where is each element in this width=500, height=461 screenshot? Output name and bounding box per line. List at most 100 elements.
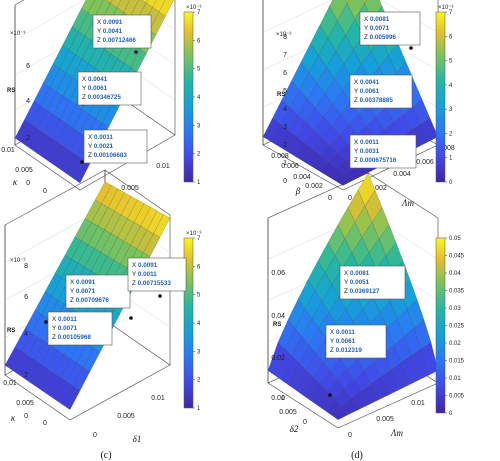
colorbar-tick-label: 0 — [449, 411, 453, 417]
datatip-y-value: 0.0061 — [88, 85, 108, 92]
colorbar-tick-label: 6 — [197, 38, 201, 44]
datatip-row: Y 0.0071 — [52, 325, 78, 332]
x-tick-label: 0.005 — [121, 185, 139, 192]
datatip-z-value: 0.00378885 — [360, 97, 394, 104]
surface-patch — [346, 0, 365, 20]
datatip-z-value: 0.00712466 — [103, 37, 137, 44]
datatip-key: Z — [82, 94, 88, 101]
z-tick-label: 6 — [24, 294, 28, 301]
colorbar-tick-label: 4 — [197, 321, 201, 327]
datatip-key: Y — [364, 25, 370, 32]
datatip-marker — [134, 50, 138, 54]
datatip-y-value: 0.0041 — [103, 28, 123, 35]
datatip-key: Z — [132, 280, 138, 287]
datatip-row: X 0.0091 — [70, 279, 96, 286]
y-tick-label: 0.005 — [279, 409, 297, 416]
datatip-key: X — [82, 76, 88, 83]
datatip: X 0.0091 Y 0.0011 Z 0.00715533 — [127, 257, 187, 298]
datatip-x-value: 0.0011 — [336, 329, 355, 336]
y-tick-label: 0.005 — [16, 400, 34, 407]
datatip-key: X — [344, 270, 350, 277]
colorbar-exponent: ×10⁻³ — [186, 231, 201, 237]
z-tick-label: 2 — [26, 135, 30, 142]
datatip-box — [92, 14, 152, 49]
colorbar-tick-label: 2 — [449, 131, 453, 137]
datatip-box — [77, 71, 142, 106]
datatip-key: Y — [330, 338, 336, 345]
y-tick-label: 0 — [43, 420, 47, 427]
x-tick-label: 0.002 — [369, 185, 387, 192]
datatip-row: X 0.0091 — [97, 19, 123, 26]
z-axis-label: RS — [277, 92, 285, 98]
z-tick-label: 1 — [283, 160, 287, 167]
datatip-row: X 0.0011 — [354, 139, 379, 146]
x-tick-label: 0.01 — [156, 163, 170, 170]
x-tick-label: 0.006 — [416, 159, 434, 166]
surface-patch — [94, 181, 112, 204]
y-axis-line — [14, 144, 81, 191]
datatip-z-value: 0.012319 — [336, 347, 363, 354]
z-tick-label: 4 — [283, 106, 287, 113]
x-tick-label: 0.005 — [117, 413, 135, 420]
colorbar-tick-label: 1 — [197, 180, 201, 186]
y-tick-label: 0.004 — [293, 174, 311, 181]
colorbar-bar — [435, 237, 446, 414]
z-tick-label: 0 — [24, 413, 28, 420]
datatip-row: Z 0.0369127 — [344, 288, 380, 295]
y-tick-label: 0 — [328, 195, 332, 202]
datatip-box — [325, 324, 387, 359]
datatip-key: X — [97, 19, 103, 26]
datatip-box — [349, 134, 417, 169]
datatip-key: Z — [354, 157, 360, 164]
datatip-row: X 0.0011 — [330, 329, 355, 336]
surface-patch — [87, 0, 104, 18]
surface-patch — [81, 0, 95, 14]
z-tick-label: 8 — [24, 263, 28, 270]
z-tick-label: 6 — [26, 63, 30, 70]
datatip-x-value: 0.0041 — [360, 79, 380, 86]
datatip-box — [65, 274, 131, 309]
datatip-row: Y 0.0071 — [364, 25, 390, 32]
y-tick-label: 0.01 — [1, 147, 15, 154]
z-tick-label: 0 — [283, 178, 287, 185]
x-axis-label: δ1 — [133, 434, 142, 444]
surface-patch — [329, 0, 348, 21]
datatip-row: Z 0.00346725 — [82, 94, 121, 101]
z-tick-label: 2 — [283, 142, 287, 149]
datatip-x-value: 0.0081 — [370, 16, 390, 23]
datatip-row: Z 0.00715533 — [132, 280, 171, 287]
datatip-row: X 0.0041 — [354, 79, 380, 86]
datatip-row: Y 0.0071 — [70, 288, 96, 295]
datatip-row: Y 0.0061 — [354, 88, 380, 95]
colorbar-tick-label: 0.015 — [449, 359, 465, 365]
datatip-key: Y — [354, 88, 360, 95]
colorbar-tick-label: 0.045 — [449, 254, 465, 260]
datatip-y-value: 0.0031 — [360, 148, 380, 155]
datatip-key: Y — [132, 271, 138, 278]
datatip-row: Z 0.00106683 — [88, 152, 127, 159]
datatip-marker — [328, 393, 332, 397]
datatip-box — [339, 265, 406, 300]
colorbar-exponent: ×10⁻³ — [186, 5, 201, 11]
datatip-y-value: 0.0011 — [138, 271, 157, 278]
surface-patch — [123, 0, 139, 17]
z-tick-label: 3 — [283, 124, 287, 131]
datatip-x-value: 0.0011 — [94, 134, 113, 141]
datatip-key: Z — [52, 334, 58, 341]
x-tick-label: 0 — [348, 195, 352, 202]
z-tick-label: 4 — [24, 331, 28, 338]
datatip-y-value: 0.0061 — [360, 88, 380, 95]
datatip-row: X 0.0091 — [132, 262, 158, 269]
y-axis-line — [4, 374, 71, 421]
datatip-y-value: 0.0071 — [370, 25, 390, 32]
datatip-row: Y 0.0041 — [97, 28, 123, 35]
z-tick-label: 0 — [281, 395, 285, 402]
colorbar-tick-label: 6 — [197, 264, 201, 270]
x-tick-label: 0 — [93, 432, 97, 439]
datatip-row: Y 0.0051 — [344, 279, 370, 286]
datatip-row: Z 0.00105968 — [52, 334, 91, 341]
